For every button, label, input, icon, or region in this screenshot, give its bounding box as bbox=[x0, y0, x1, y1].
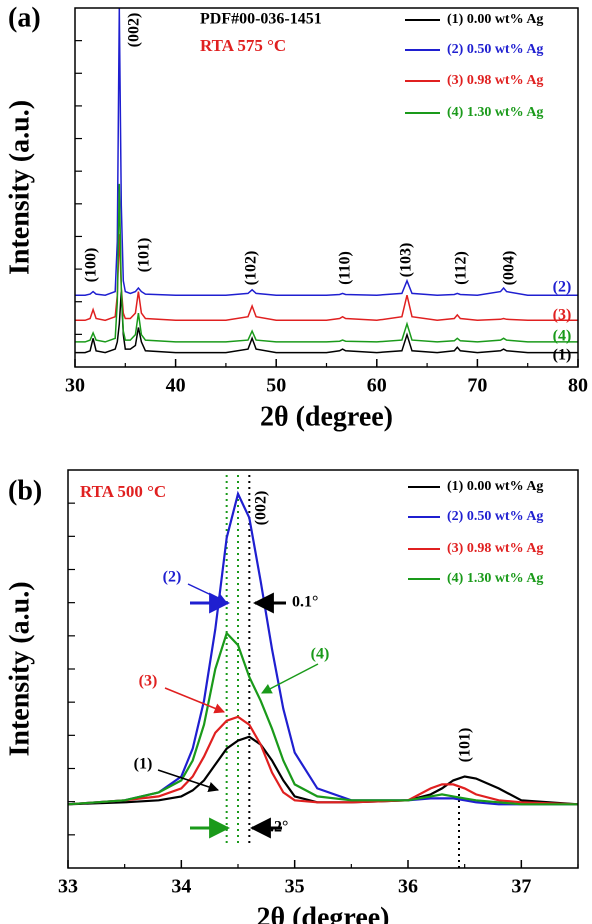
legend-label: (1) 0.00 wt% Ag bbox=[447, 12, 543, 27]
arrows bbox=[157, 583, 319, 839]
peak-label: (101) bbox=[136, 238, 153, 273]
legend-label: (3) 0.98 wt% Ag bbox=[447, 73, 543, 88]
x-tick-label: 36 bbox=[398, 876, 418, 898]
legend-label: (2) 0.50 wt% Ag bbox=[447, 509, 543, 524]
curve-label: (1) bbox=[553, 347, 572, 364]
y-axis-title: Intensity (a.u.) bbox=[4, 581, 35, 756]
series-line bbox=[67, 490, 578, 806]
panel-label: (b) bbox=[8, 475, 42, 506]
series-line bbox=[75, 291, 578, 354]
series-line bbox=[67, 735, 579, 806]
legend-label: (4) 1.30 wt% Ag bbox=[447, 571, 543, 586]
peak-label: (002) bbox=[253, 491, 270, 526]
curve-label: (3) bbox=[139, 673, 158, 690]
curve-label: (1) bbox=[134, 756, 153, 773]
x-tick-label: 70 bbox=[467, 375, 487, 397]
curve-label: (2) bbox=[163, 569, 182, 586]
peak-label: (110) bbox=[337, 251, 354, 285]
annotation: PDF#00-036-1451 bbox=[200, 11, 322, 28]
peak-label: (100) bbox=[83, 248, 100, 283]
arrow bbox=[164, 687, 225, 714]
curve-label: (4) bbox=[553, 328, 572, 345]
x-tick-label: 34 bbox=[171, 876, 191, 898]
annotation: RTA 575 °C bbox=[200, 36, 286, 55]
series-line bbox=[67, 631, 578, 806]
plot-frame bbox=[67, 469, 579, 869]
x-tick-label: 60 bbox=[367, 375, 387, 397]
series-line bbox=[67, 715, 579, 806]
x-tick-label: 37 bbox=[511, 876, 531, 898]
peak-label: (004) bbox=[501, 251, 518, 286]
x-axis-title: 2θ (degree) bbox=[256, 902, 389, 924]
x-tick-label: 40 bbox=[166, 375, 186, 397]
peak-label: (101) bbox=[457, 728, 474, 763]
curve-label: (3) bbox=[553, 307, 572, 324]
arrow bbox=[157, 769, 219, 792]
x-tick-label: 30 bbox=[65, 375, 85, 397]
curve-label: (2) bbox=[553, 279, 572, 296]
y-axis-title: Intensity (a.u.) bbox=[4, 100, 35, 275]
plot-frame bbox=[74, 7, 579, 368]
arrow bbox=[261, 663, 319, 694]
curve-label: (4) bbox=[311, 646, 330, 663]
x-tick-label: 80 bbox=[568, 375, 588, 397]
annotation: 0.1° bbox=[292, 594, 318, 611]
legend-label: (3) 0.98 wt% Ag bbox=[447, 541, 543, 556]
x-tick-label: 50 bbox=[266, 375, 286, 397]
series-line bbox=[75, 7, 578, 296]
x-tick-label: 33 bbox=[58, 876, 78, 898]
peak-label: (102) bbox=[243, 251, 260, 286]
peak-label: (002) bbox=[126, 13, 143, 48]
legend-label: (2) 0.50 wt% Ag bbox=[447, 42, 543, 57]
legend-label: (4) 1.30 wt% Ag bbox=[447, 105, 543, 120]
x-axis-title: 2θ (degree) bbox=[260, 401, 393, 432]
panel-label: (a) bbox=[8, 2, 41, 33]
x-tick-label: 35 bbox=[285, 876, 305, 898]
peak-label: (103) bbox=[398, 243, 415, 278]
series-line bbox=[75, 183, 578, 343]
legend-label: (1) 0.00 wt% Ag bbox=[447, 479, 543, 494]
peak-label: (112) bbox=[453, 251, 470, 285]
annotation: RTA 500 °C bbox=[80, 482, 166, 501]
